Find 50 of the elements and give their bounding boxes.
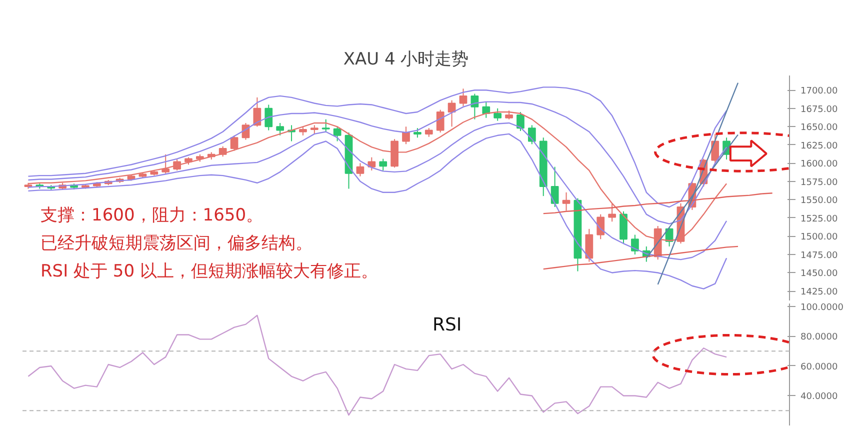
chart-title: XAU 4 小时走势 [343,50,469,70]
candlestick [562,192,570,212]
y-tick-label: 1600.00 [800,160,838,170]
candlestick [436,109,444,133]
line-series [28,133,728,290]
candlestick [631,234,639,255]
y-tick-label: 1450.00 [800,269,838,280]
line-series [28,314,728,416]
candlestick [516,112,524,132]
annotation: 已经升破短期震荡区间，偏多结构。 [40,234,312,254]
y-tick-label: 1525.00 [800,214,838,224]
candlestick [264,104,273,131]
candlestick [333,126,342,142]
candlestick [322,118,330,133]
y-tick-label: 1675.00 [800,104,838,115]
candlestick [414,128,422,138]
annotation: 支撑：1600，阻力：1650。 [40,206,264,226]
y-tick-label: 1575.00 [800,178,838,188]
candlestick [253,96,262,128]
candlestick [162,154,170,174]
y-tick-label: 1425.00 [800,288,838,298]
candlestick [379,158,388,171]
candlestick [608,202,616,222]
candlestick [230,134,238,152]
candlestick [276,122,284,136]
y-tick-label: 60.0000 [800,362,838,372]
line-series [542,192,773,214]
candlestick [585,228,594,262]
candlestick [596,214,605,240]
y-tick-label: 40.0000 [800,392,838,402]
y-tick-label: 1550.00 [800,196,838,206]
candlestick [368,156,376,171]
candlestick [402,126,410,145]
candlestick [711,133,720,164]
y-tick-label: 80.0000 [800,332,838,343]
candlestick [356,162,364,177]
y-tick-label: 1625.00 [800,141,838,152]
y-tick-label: 1650.00 [800,123,838,134]
annotation: RSI 处于 50 以上，但短期涨幅较大有修正。 [40,262,378,282]
candlestick [459,88,468,107]
candlestick [482,101,490,118]
line-series [542,246,739,270]
candlestick [494,108,502,122]
candlestick [550,166,559,208]
y-tick-label: 1475.00 [800,250,838,261]
line-series [28,86,728,208]
y-tick-label: 1500.00 [800,232,838,243]
y-tick-label: 1700.00 [800,86,838,97]
text: RSI [432,314,462,336]
y-tick-label: 100.0000 [800,302,844,313]
